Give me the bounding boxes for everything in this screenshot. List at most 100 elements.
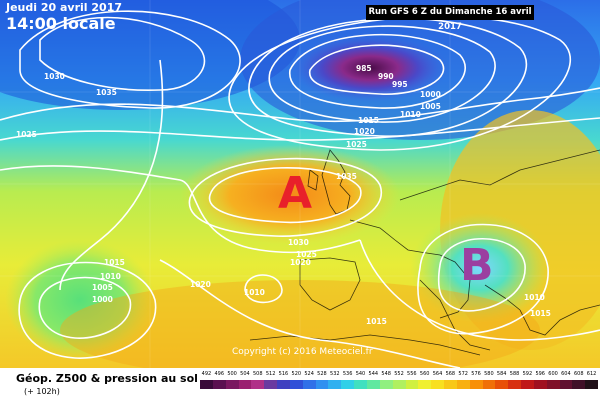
color-scale-label: 500 xyxy=(227,371,237,377)
color-scale-label: 508 xyxy=(252,371,263,377)
isobar-label: 1020 xyxy=(190,280,211,289)
color-scale-swatch xyxy=(379,380,393,389)
color-scale-swatch xyxy=(315,380,329,389)
color-scale: 492 496 500 504 508 512 516 520 524 528 532 536 540 5… xyxy=(200,371,599,389)
isobar-label: 1015 xyxy=(366,317,387,326)
copyright-text: Copyright (c) 2016 Meteociel.fr xyxy=(232,347,373,357)
southwest-low-field xyxy=(5,240,155,360)
isobar-label: 1025 xyxy=(16,130,37,139)
isobar-label: 1030 xyxy=(288,238,309,247)
color-scale-swatch xyxy=(405,380,419,389)
isobar-label: 1035 xyxy=(96,88,117,97)
isobar-label: 1030 xyxy=(44,72,65,81)
isobar-label: 1015 xyxy=(530,309,551,318)
color-scale-label: 584 xyxy=(496,371,507,377)
isobar-label: 1025 xyxy=(346,140,367,149)
color-scale-swatch xyxy=(251,380,265,389)
color-scale-label: 612 xyxy=(586,371,597,377)
isobar-label: 1035 xyxy=(336,172,357,181)
color-scale-label: 540 xyxy=(355,371,366,377)
isobar-label: 1025 xyxy=(296,250,317,259)
color-scale-swatch xyxy=(392,380,406,389)
color-scale-label: 580 xyxy=(484,371,494,377)
color-scale-swatch xyxy=(328,380,342,389)
color-scale-swatch xyxy=(585,380,599,389)
isobar-label: 990 xyxy=(378,72,394,81)
color-scale-label: 604 xyxy=(561,371,571,377)
isobar-label: 1005 xyxy=(420,102,441,111)
variable-title: Géop. Z500 & pression au sol xyxy=(16,372,198,385)
color-scale-swatch xyxy=(264,380,278,389)
color-scale-label: 568 xyxy=(445,371,456,377)
legend-panel: Géop. Z500 & pression au sol (+ 102h) 49… xyxy=(0,368,600,400)
isobar-label: 1010 xyxy=(100,272,121,281)
z500-pressure-map xyxy=(0,0,600,368)
color-scale-label: 512 xyxy=(265,371,276,377)
color-scale-label: 588 xyxy=(509,371,520,377)
color-scale-swatch xyxy=(289,380,303,389)
color-scale-label: 608 xyxy=(573,371,584,377)
color-scale-swatch xyxy=(508,380,522,389)
color-scale-swatch xyxy=(225,380,239,389)
color-scale-swatch xyxy=(559,380,573,389)
graticule xyxy=(0,0,600,368)
color-scale-label: 552 xyxy=(394,371,404,377)
isobar-label: 1000 xyxy=(92,295,113,304)
model-run-label: Run GFS 6 Z du Dimanche 16 avril 2017 xyxy=(366,5,534,32)
color-scale-label: 544 xyxy=(368,371,379,377)
color-scale-swatch xyxy=(533,380,547,389)
color-scale-label: 528 xyxy=(317,371,327,377)
color-scale-swatch xyxy=(482,380,496,389)
mediterranean-low-field xyxy=(410,213,550,323)
color-scale-label: 600 xyxy=(548,371,558,377)
color-scale-swatch xyxy=(354,380,367,389)
color-scale-swatch xyxy=(200,380,213,389)
color-scale-label: 504 xyxy=(240,371,250,377)
upper-blue-field xyxy=(0,0,300,110)
isobar-label: 1000 xyxy=(420,90,441,99)
low-pressure-label: B xyxy=(460,240,494,291)
color-scale-label: 524 xyxy=(304,371,314,377)
isobar-label: 1015 xyxy=(358,116,379,125)
isobar-label: 1020 xyxy=(290,258,311,267)
color-scale-bar xyxy=(200,380,599,389)
color-scale-swatch xyxy=(418,380,432,389)
color-scale-label: 532 xyxy=(330,371,340,377)
color-scale-label: 560 xyxy=(419,371,430,377)
high-pressure-field xyxy=(180,145,400,245)
forecast-offset: (+ 102h) xyxy=(24,387,60,396)
color-scale-label: 592 xyxy=(522,371,533,377)
color-scale-swatch xyxy=(238,380,252,389)
color-scale-swatch xyxy=(456,380,470,389)
color-scale-label: 516 xyxy=(278,371,289,377)
color-scale-swatch xyxy=(495,380,509,389)
forecast-date: Jeudi 20 avril 2017 xyxy=(6,1,122,14)
color-scale-label: 520 xyxy=(291,371,302,377)
color-scale-swatch xyxy=(366,380,380,389)
isobar-label: 1010 xyxy=(524,293,545,302)
color-scale-swatch xyxy=(469,380,483,389)
isobars xyxy=(0,10,600,368)
isobar-label: 1010 xyxy=(400,110,421,119)
color-scale-labels: 492 496 500 504 508 512 516 520 524 528 532 536 540 5… xyxy=(200,371,598,379)
isobar-label: 1010 xyxy=(244,288,265,297)
forecast-time: 14:00 locale xyxy=(6,14,116,33)
color-scale-label: 536 xyxy=(342,371,353,377)
color-scale-label: 564 xyxy=(432,371,443,377)
color-scale-label: 576 xyxy=(471,371,481,377)
color-scale-label: 496 xyxy=(214,371,225,377)
isobar-label: 985 xyxy=(356,64,372,73)
color-scale-swatch xyxy=(572,380,586,389)
isobar-label: 995 xyxy=(392,80,408,89)
color-scale-swatch xyxy=(212,380,226,389)
isobar-label: 1020 xyxy=(354,127,375,136)
isobar-label: 1005 xyxy=(92,283,113,292)
color-scale-label: 492 xyxy=(201,371,212,377)
color-scale-swatch xyxy=(302,380,316,389)
color-scale-swatch xyxy=(444,380,457,389)
color-scale-label: 548 xyxy=(381,371,391,377)
color-scale-swatch xyxy=(431,380,445,389)
color-scale-swatch xyxy=(277,380,290,389)
color-scale-swatch xyxy=(341,380,355,389)
